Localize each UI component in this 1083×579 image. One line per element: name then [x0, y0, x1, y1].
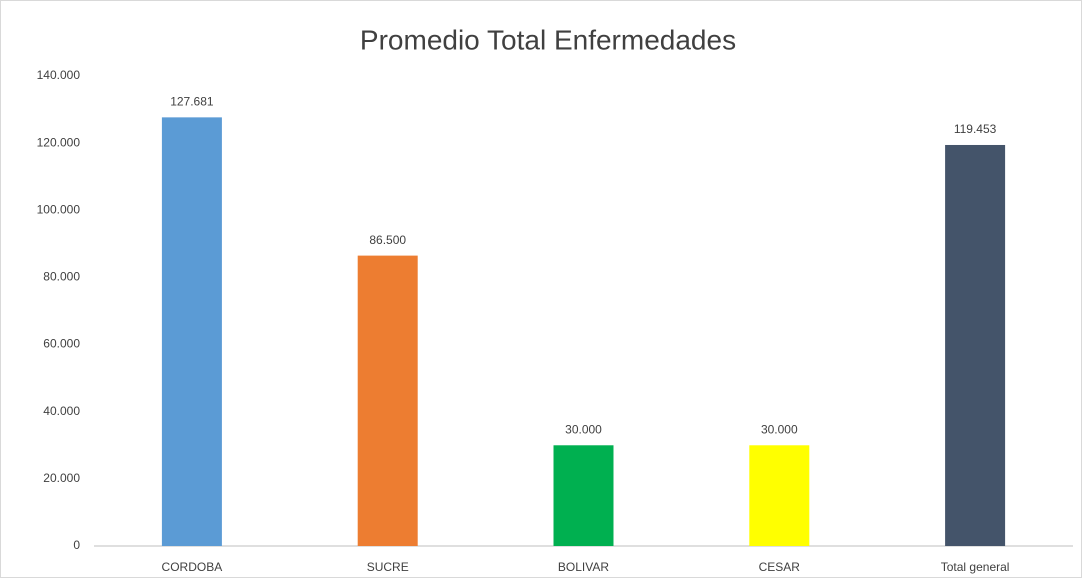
y-tick-label: 60.000: [43, 337, 80, 351]
y-tick-label: 80.000: [43, 270, 80, 284]
y-tick-label: 140.000: [37, 68, 81, 82]
chart-title: Promedio Total Enfermedades: [360, 24, 736, 55]
x-tick-label: SUCRE: [367, 560, 409, 574]
x-tick-label: BOLIVAR: [558, 560, 609, 574]
bar: [357, 255, 418, 546]
bar: [945, 144, 1006, 546]
data-label: 119.453: [954, 122, 997, 136]
y-tick-label: 0: [73, 538, 80, 552]
y-tick-label: 120.000: [37, 135, 81, 149]
y-tick-label: 100.000: [37, 202, 81, 216]
data-label: 30.000: [761, 422, 798, 436]
data-label: 30.000: [565, 422, 602, 436]
x-tick-label: Total general: [941, 560, 1010, 574]
y-tick-label: 40.000: [43, 404, 80, 418]
data-label: 127.681: [170, 95, 214, 109]
bar: [749, 445, 810, 546]
data-label: 86.500: [369, 233, 406, 247]
x-tick-label: CORDOBA: [162, 560, 223, 574]
bar: [161, 117, 222, 547]
y-tick-label: 20.000: [43, 471, 80, 485]
x-tick-label: CESAR: [759, 560, 801, 574]
bar: [553, 445, 614, 546]
